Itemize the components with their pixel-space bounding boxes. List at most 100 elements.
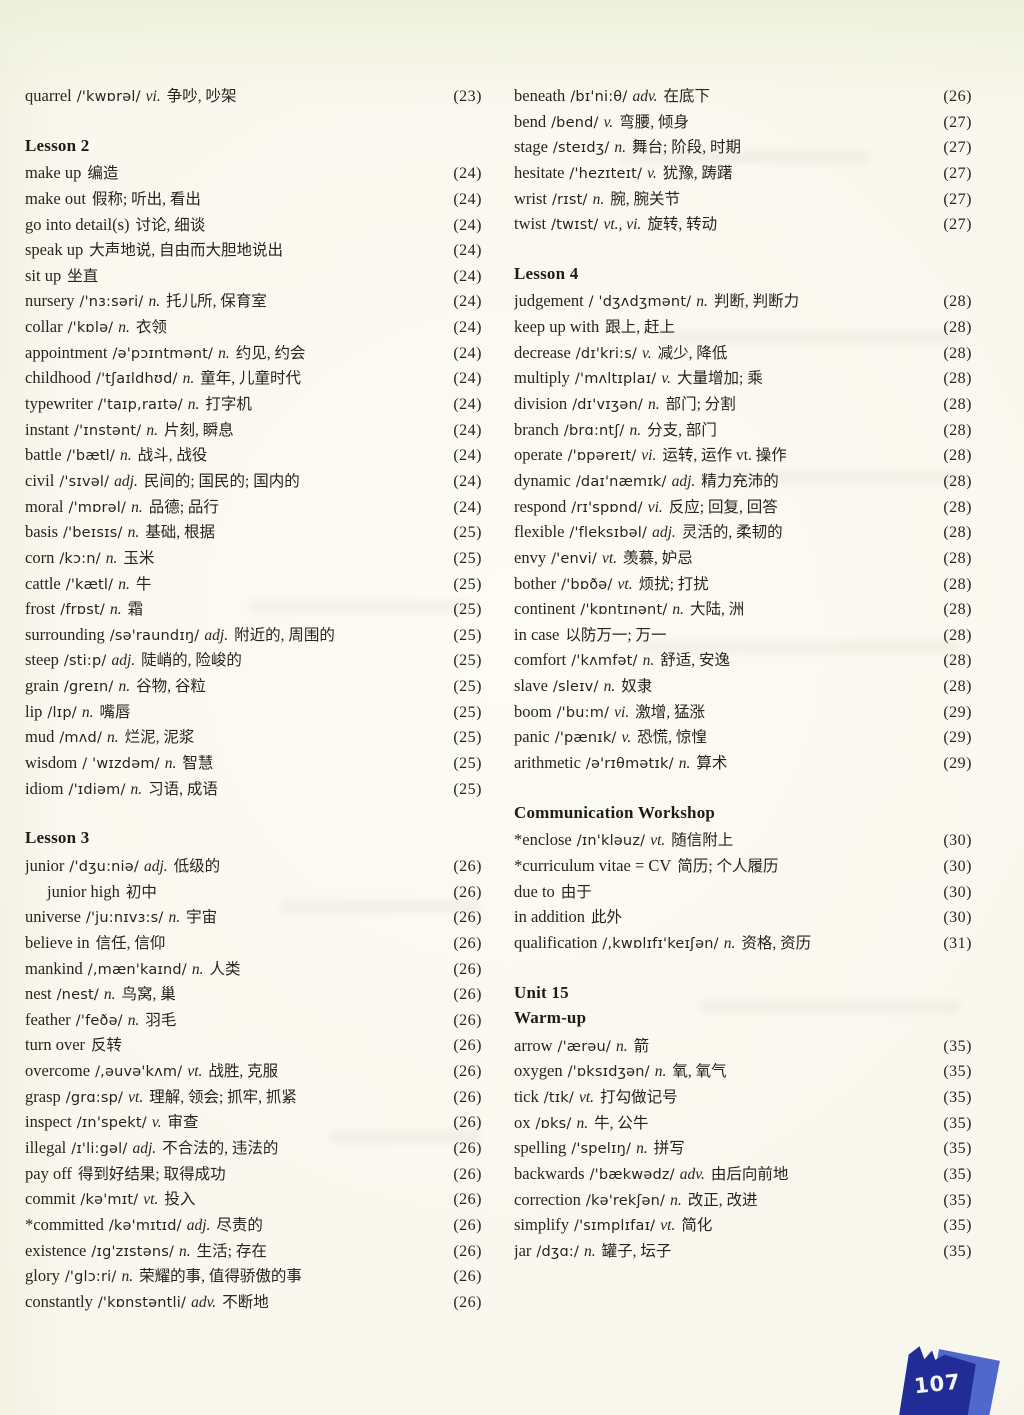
- entry-pos: adj.: [671, 472, 696, 490]
- entry-page-ref: (24): [453, 165, 482, 183]
- vocab-entry: tick/tɪk/vt. 打勾做记号 (35): [514, 1085, 972, 1111]
- entry-gloss: 约见, 约会: [235, 344, 306, 362]
- entry-pos: vi.: [641, 447, 657, 465]
- entry-phonetic: / 'dʒʌdʒmənt/: [588, 294, 692, 311]
- entry-word: pay off: [25, 1163, 72, 1183]
- entry-phonetic: /'feðə/: [75, 1012, 123, 1029]
- entry-phonetic: /ɒks/: [535, 1115, 572, 1132]
- entry-word: panic: [514, 727, 550, 747]
- entry-word: correction: [514, 1189, 581, 1209]
- entry-phonetic: /kə'rekʃən/: [585, 1192, 666, 1209]
- entry-page-ref: (26): [453, 1293, 482, 1311]
- entry-word: envy: [514, 547, 547, 567]
- entry-word: frost: [25, 599, 56, 619]
- vocab-entry: comfort/'kʌmfət/n. 舒适, 安逸 (28): [514, 648, 972, 674]
- entry-page-ref: (26): [453, 1242, 482, 1260]
- entry-phonetic: /'bu:m/: [556, 704, 610, 721]
- vocab-entry: judgement / 'dʒʌdʒmənt/n. 判断, 判断力 (28): [514, 289, 972, 315]
- entry-phonetic: /'kætl/: [65, 576, 114, 593]
- entry-phonetic: /frɒst/: [60, 602, 105, 619]
- entry-word: in addition: [514, 907, 586, 927]
- entry-word: glory: [25, 1266, 60, 1286]
- entry-gloss: 投入: [164, 1191, 196, 1209]
- vocab-entry: illegal/ɪ'li:gəl/adj. 不合法的, 违法的 (26): [25, 1136, 482, 1162]
- vocab-entry: dynamic/daɪ'næmɪk/adj. 精力充沛的 (28): [514, 469, 972, 495]
- entry-phonetic: /nest/: [56, 987, 99, 1004]
- entry-gloss: 习语, 成语: [148, 780, 218, 798]
- entry-page-ref: (30): [943, 857, 972, 875]
- entry-word: in case: [514, 624, 560, 644]
- entry-gloss: 理解, 领会; 抓牢, 抓紧: [149, 1088, 297, 1106]
- entry-phonetic: /kɔ:n/: [59, 550, 101, 567]
- entry-page-ref: (26): [453, 960, 482, 978]
- entry-page-ref: (28): [943, 652, 972, 670]
- entry-pos: n.: [642, 652, 655, 670]
- entry-pos: n.: [696, 293, 708, 311]
- entry-gloss: 烦扰; 打扰: [638, 575, 709, 593]
- entry-pos: adj.: [114, 472, 138, 490]
- entry-phonetic: /'ɒpəreɪt/: [567, 448, 637, 465]
- vocab-entry: correction/kə'rekʃən/n. 改正, 改进 (35): [514, 1188, 972, 1214]
- entry-page-ref: (25): [453, 652, 482, 670]
- entry-page-ref: (24): [453, 396, 482, 414]
- entry-word: hesitate: [514, 162, 565, 182]
- entry-pos: v.: [641, 344, 652, 362]
- entry-word: stage: [514, 137, 548, 157]
- entry-phonetic: /'ju:nɪvɜ:s/: [85, 910, 164, 927]
- entry-word: operate: [514, 445, 563, 465]
- vocab-entry: decrease/dɪ'kri:s/v. 减少, 降低 (28): [514, 341, 972, 367]
- entry-word: comfort: [514, 650, 567, 670]
- entry-page-ref: (26): [453, 883, 482, 901]
- entry-word: commit: [25, 1189, 76, 1209]
- entry-pos: adj.: [186, 1216, 211, 1234]
- entry-page-ref: (28): [943, 421, 972, 439]
- vocab-entry: backwards/'bækwədz/adv. 由后向前地 (35): [514, 1162, 972, 1188]
- entry-page-ref: (25): [453, 575, 482, 593]
- entry-page-ref: (28): [943, 472, 972, 490]
- entry-phonetic: /rɪst/: [552, 191, 588, 208]
- entry-word: grain: [25, 676, 59, 696]
- vocab-entry: hesitate/'hezɪteɪt/v. 犹豫, 踌躇 (27): [514, 161, 972, 187]
- entry-pos: n.: [614, 139, 627, 157]
- vocab-entry: glory/'glɔ:ri/n. 荣耀的事, 值得骄傲的事 (26): [25, 1264, 482, 1290]
- entry-page-ref: (26): [453, 1139, 482, 1157]
- entry-page-ref: (28): [943, 447, 972, 465]
- entry-phonetic: /'glɔ:ri/: [64, 1269, 117, 1286]
- vocab-entry: frost/frɒst/n. 霜 (25): [25, 597, 482, 623]
- entry-word: cattle: [25, 573, 61, 593]
- entry-gloss: 资格, 资历: [741, 934, 812, 952]
- entry-phonetic: /ɪn'kləuz/: [576, 833, 646, 850]
- entry-pos: n.: [654, 1063, 667, 1081]
- entry-gloss: 烂泥, 泥浆: [124, 729, 195, 747]
- entry-pos: n.: [672, 601, 685, 619]
- entry-page-ref: (27): [943, 190, 972, 208]
- vocab-entry: quarrel/'kwɒrəl/vi. 争吵, 吵架 (23): [25, 84, 482, 110]
- entry-word: twist: [514, 214, 547, 234]
- entry-phonetic: /daɪ'næmɪk/: [575, 473, 667, 490]
- entry-gloss: 箭: [633, 1037, 650, 1055]
- entry-pos: n.: [584, 1242, 596, 1260]
- entry-page-ref: (28): [943, 678, 972, 696]
- entry-word: instant: [25, 419, 69, 439]
- entry-word: multiply: [514, 368, 570, 388]
- vocab-entry: arrow/'ærəu/n. 箭 (35): [514, 1034, 972, 1060]
- entry-gloss: 精力充沛的: [701, 472, 779, 490]
- entry-word: speak up: [25, 240, 84, 260]
- entry-word: wrist: [514, 188, 547, 208]
- vocab-entry: jar/dʒɑ:/n. 罐子, 坛子 (35): [514, 1239, 972, 1265]
- entry-gloss: 大量增加; 乘: [677, 370, 763, 388]
- entry-pos: vi.: [145, 88, 161, 105]
- entry-word: branch: [514, 419, 559, 439]
- entry-phonetic: /'tʃaɪldhʊd/: [96, 371, 178, 388]
- entry-page-ref: (35): [943, 1114, 972, 1132]
- entry-pos: n.: [576, 1114, 589, 1132]
- entry-pos: n.: [723, 934, 736, 952]
- entry-word: division: [514, 394, 568, 414]
- entry-phonetic: /'ærəu/: [557, 1038, 611, 1055]
- entry-page-ref: (35): [943, 1089, 972, 1107]
- entry-page-ref: (24): [453, 370, 482, 388]
- entry-word: sit up: [25, 265, 62, 285]
- vocab-entry: steep/sti:p/adj. 陡峭的, 险峻的 (25): [25, 648, 482, 674]
- vocab-entry: mankind/,mæn'kaɪnd/n. 人类 (26): [25, 957, 482, 983]
- entry-page-ref: (26): [453, 857, 482, 875]
